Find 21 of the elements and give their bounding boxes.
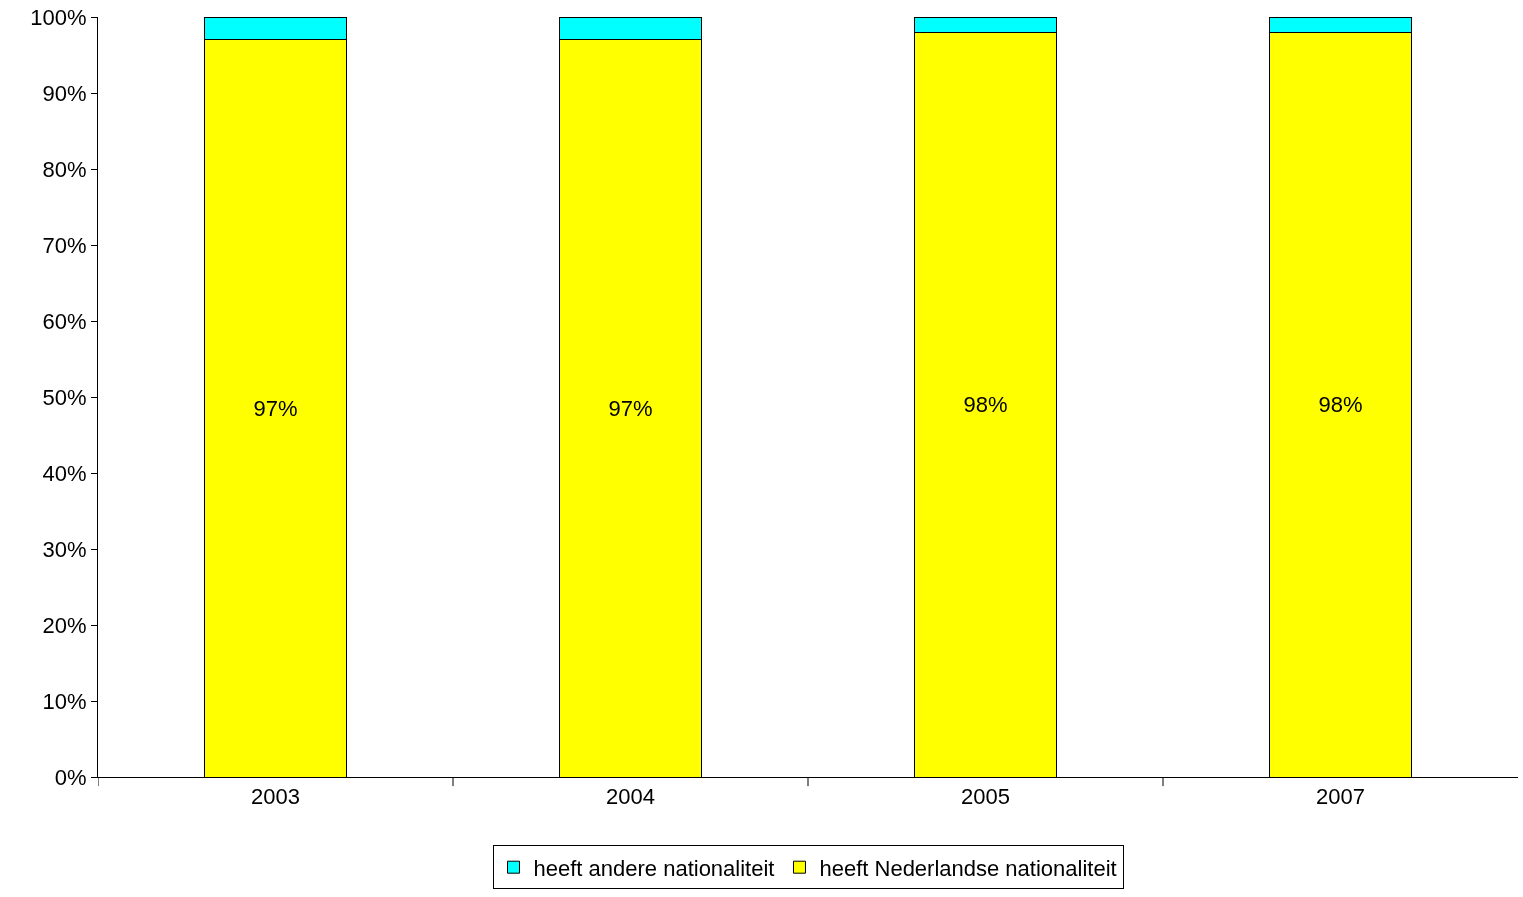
legend-label: heeft Nederlandse nationaliteit bbox=[819, 855, 1117, 881]
x-tick-label: 2007 bbox=[1316, 784, 1365, 810]
y-tick-label: 40% bbox=[42, 460, 87, 486]
y-tick-label: 0% bbox=[54, 764, 87, 790]
x-tick-label: 2004 bbox=[606, 784, 655, 810]
y-tick-label: 10% bbox=[42, 688, 87, 714]
data-label: 98% bbox=[1318, 392, 1363, 418]
legend-label: heeft andere nationaliteit bbox=[533, 855, 775, 881]
y-tick-label: 80% bbox=[42, 156, 87, 182]
data-label: 98% bbox=[963, 392, 1008, 418]
y-tick-label: 100% bbox=[30, 4, 87, 30]
x-tick-label: 2005 bbox=[961, 784, 1010, 810]
y-tick-label: 90% bbox=[42, 80, 87, 106]
y-tick-label: 20% bbox=[42, 612, 87, 638]
data-label: 97% bbox=[253, 395, 298, 421]
x-tick-label: 2003 bbox=[251, 784, 300, 810]
y-tick-label: 60% bbox=[42, 308, 87, 334]
y-tick-label: 70% bbox=[42, 232, 87, 258]
y-tick-label: 30% bbox=[42, 536, 87, 562]
y-tick-label: 50% bbox=[42, 384, 87, 410]
data-label: 97% bbox=[608, 395, 653, 421]
